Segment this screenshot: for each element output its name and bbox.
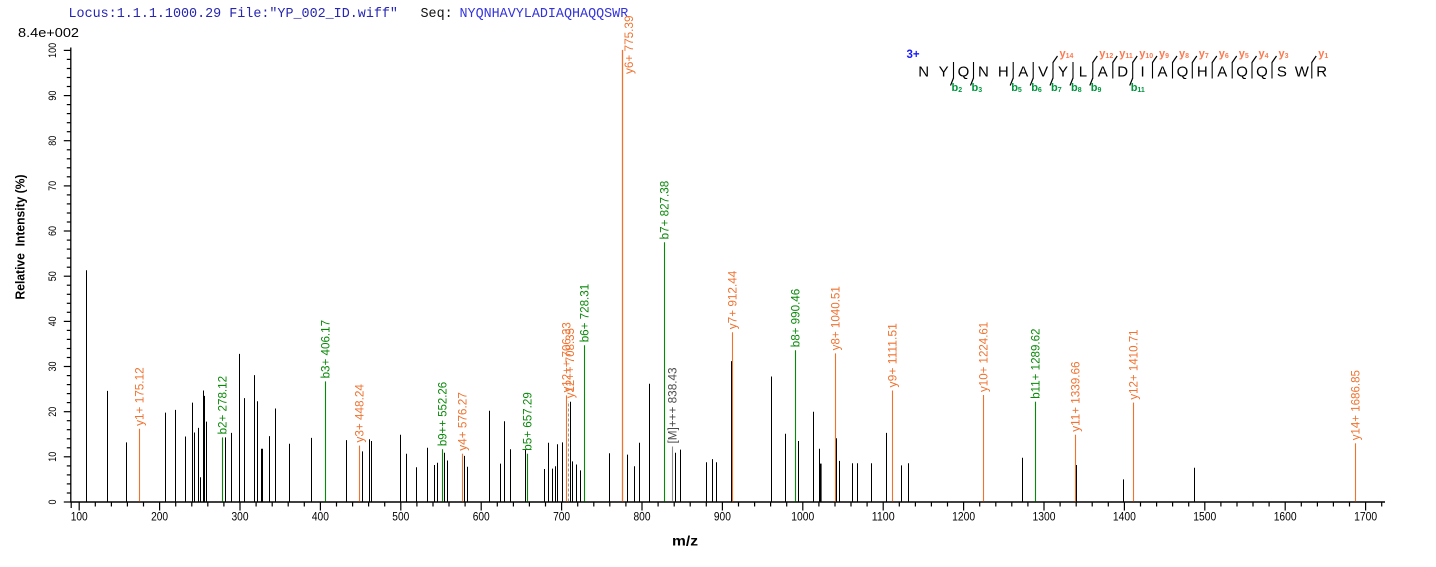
svg-text:y8+ 1040.51: y8+ 1040.51 bbox=[829, 286, 843, 350]
svg-text:600: 600 bbox=[473, 512, 490, 524]
svg-text:90: 90 bbox=[47, 91, 59, 101]
svg-text:y7: y7 bbox=[1199, 48, 1209, 60]
svg-text:Y: Y bbox=[1058, 64, 1068, 81]
svg-text:A: A bbox=[1157, 64, 1167, 81]
svg-text:1700: 1700 bbox=[1354, 512, 1377, 524]
svg-text:A: A bbox=[1217, 64, 1227, 81]
svg-text:NYQNHAVYLADIAQHAQQSWR: NYQNHAVYLADIAQHAQQSWR bbox=[460, 7, 629, 22]
svg-text:y7+ 912.44: y7+ 912.44 bbox=[726, 271, 740, 330]
svg-text:y3: y3 bbox=[1279, 48, 1289, 60]
svg-text:y9: y9 bbox=[1159, 48, 1169, 60]
svg-text:80: 80 bbox=[47, 136, 59, 146]
svg-text:Seq:: Seq: bbox=[421, 7, 453, 22]
svg-text:m/z: m/z bbox=[672, 534, 698, 549]
svg-text:y4: y4 bbox=[1259, 48, 1269, 60]
svg-text:1200: 1200 bbox=[952, 512, 975, 524]
svg-text:N: N bbox=[918, 64, 929, 81]
svg-text:70: 70 bbox=[47, 181, 59, 191]
svg-text:100: 100 bbox=[71, 512, 88, 524]
svg-text:1300: 1300 bbox=[1033, 512, 1056, 524]
svg-text:Q: Q bbox=[1256, 64, 1268, 81]
svg-text:8.4e+002: 8.4e+002 bbox=[18, 25, 79, 40]
svg-text:y6: y6 bbox=[1219, 48, 1229, 60]
svg-text:b2+ 278.12: b2+ 278.12 bbox=[216, 376, 230, 435]
svg-text:Q: Q bbox=[958, 64, 970, 81]
svg-text:y4+ 576.27: y4+ 576.27 bbox=[456, 392, 470, 451]
svg-text:b7: b7 bbox=[1051, 82, 1062, 94]
svg-text:b6: b6 bbox=[1031, 82, 1042, 94]
svg-text:N: N bbox=[978, 64, 989, 81]
svg-text:b3+ 406.17: b3+ 406.17 bbox=[319, 320, 333, 379]
svg-text:y1: y1 bbox=[1318, 48, 1328, 60]
svg-text:1000: 1000 bbox=[791, 512, 814, 524]
svg-text:100: 100 bbox=[47, 43, 59, 58]
svg-text:Q: Q bbox=[1236, 64, 1248, 81]
svg-text:Y: Y bbox=[939, 64, 949, 81]
svg-text:400: 400 bbox=[312, 512, 329, 524]
svg-text:V: V bbox=[1038, 64, 1048, 81]
svg-text:1600: 1600 bbox=[1274, 512, 1297, 524]
svg-text:y5: y5 bbox=[1239, 48, 1249, 60]
svg-text:b3: b3 bbox=[972, 82, 983, 94]
svg-text:1500: 1500 bbox=[1193, 512, 1216, 524]
svg-text:b9++ 552.26: b9++ 552.26 bbox=[436, 382, 450, 446]
svg-text:800: 800 bbox=[634, 512, 651, 524]
svg-text:60: 60 bbox=[47, 226, 59, 236]
svg-text:y10+ 1224.61: y10+ 1224.61 bbox=[977, 322, 991, 392]
svg-text:Relative Intensity (%): Relative Intensity (%) bbox=[13, 175, 28, 300]
svg-text:b9: b9 bbox=[1091, 82, 1102, 94]
svg-text:50: 50 bbox=[47, 271, 59, 281]
svg-text:1100: 1100 bbox=[872, 512, 895, 524]
svg-text:A: A bbox=[1098, 64, 1108, 81]
svg-text:30: 30 bbox=[47, 362, 59, 372]
svg-text:L: L bbox=[1079, 64, 1087, 81]
svg-text:900: 900 bbox=[714, 512, 731, 524]
svg-text:W: W bbox=[1295, 64, 1310, 81]
svg-text:b11+ 1289.62: b11+ 1289.62 bbox=[1029, 328, 1043, 398]
svg-text:R: R bbox=[1316, 64, 1327, 81]
svg-text:[M]+++ 838.43: [M]+++ 838.43 bbox=[666, 367, 680, 443]
svg-text:b7+ 827.38: b7+ 827.38 bbox=[658, 181, 672, 240]
svg-text:y12++ 706.33: y12++ 706.33 bbox=[560, 322, 574, 392]
svg-text:700: 700 bbox=[553, 512, 570, 524]
svg-text:y9+ 1111.51: y9+ 1111.51 bbox=[886, 323, 900, 387]
svg-text:300: 300 bbox=[232, 512, 249, 524]
svg-text:D: D bbox=[1117, 64, 1128, 81]
svg-text:y1+ 175.12: y1+ 175.12 bbox=[133, 367, 147, 426]
svg-text:b5: b5 bbox=[1011, 82, 1022, 94]
svg-text:y12+ 1410.71: y12+ 1410.71 bbox=[1127, 329, 1141, 399]
svg-text:y14+ 1686.85: y14+ 1686.85 bbox=[1349, 370, 1363, 440]
svg-text:H: H bbox=[998, 64, 1009, 81]
svg-text:500: 500 bbox=[392, 512, 409, 524]
svg-text:I: I bbox=[1141, 64, 1145, 81]
svg-text:20: 20 bbox=[47, 407, 59, 417]
svg-text:Q: Q bbox=[1177, 64, 1189, 81]
svg-text:y11+ 1339.66: y11+ 1339.66 bbox=[1069, 361, 1083, 431]
svg-text:0: 0 bbox=[47, 500, 59, 505]
svg-text:S: S bbox=[1277, 64, 1287, 81]
svg-text:b2: b2 bbox=[952, 82, 963, 94]
svg-text:A: A bbox=[1018, 64, 1028, 81]
svg-text:200: 200 bbox=[151, 512, 168, 524]
svg-text:y8: y8 bbox=[1179, 48, 1189, 60]
svg-text:1400: 1400 bbox=[1113, 512, 1136, 524]
svg-text:y6+ 775.39: y6+ 775.39 bbox=[622, 15, 636, 74]
svg-text:b5+ 657.29: b5+ 657.29 bbox=[521, 392, 535, 451]
svg-text:b8+ 990.46: b8+ 990.46 bbox=[789, 289, 803, 348]
svg-text:H: H bbox=[1197, 64, 1208, 81]
svg-text:40: 40 bbox=[47, 316, 59, 326]
svg-text:3+: 3+ bbox=[907, 49, 920, 61]
svg-text:Locus:1.1.1.1000.29 File:"YP_0: Locus:1.1.1.1000.29 File:"YP_002_ID.wiff… bbox=[69, 7, 398, 22]
svg-text:b6+ 728.31: b6+ 728.31 bbox=[578, 284, 592, 343]
svg-text:b8: b8 bbox=[1071, 82, 1082, 94]
svg-text:y3+ 448.24: y3+ 448.24 bbox=[353, 384, 367, 443]
svg-text:10: 10 bbox=[47, 452, 59, 462]
svg-text:y12++ 708.35: y12++ 708.35 bbox=[563, 328, 577, 398]
